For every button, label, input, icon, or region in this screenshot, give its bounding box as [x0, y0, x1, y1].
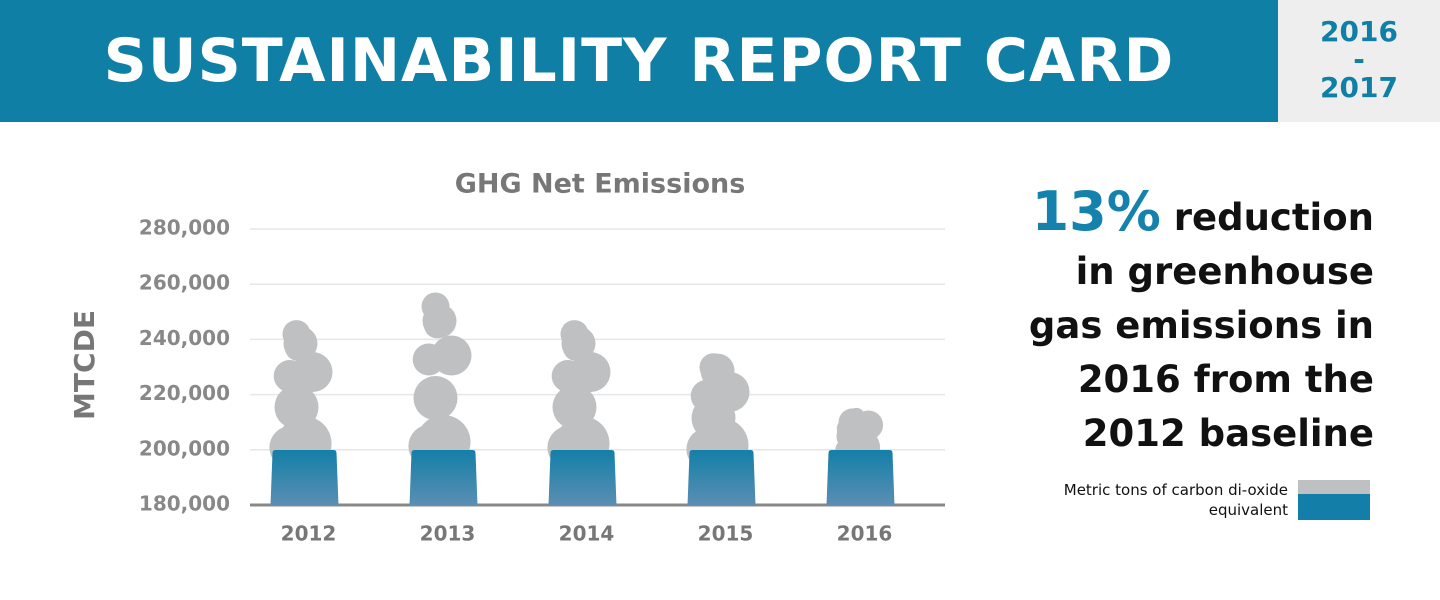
y-tick-label: 260,000 [139, 271, 230, 295]
y-tick-label: 240,000 [139, 326, 230, 350]
callout-text: reduction [1173, 196, 1374, 239]
x-tick-label: 2015 [698, 522, 754, 546]
y-tick-label: 180,000 [139, 492, 230, 516]
smoke-puff [560, 320, 589, 349]
header-title: SUSTAINABILITY REPORT CARD [0, 0, 1278, 122]
callout-line: 2016 from the [1029, 353, 1374, 407]
smoke-column [547, 320, 611, 471]
x-tick-label: 2013 [420, 522, 476, 546]
callout-line: 13% reduction [1029, 185, 1374, 245]
callout-line: in greenhouse [1029, 245, 1374, 299]
callout: 13% reduction in greenhouse gas emissions … [1029, 185, 1374, 461]
header-years: 2016 - 2017 [1278, 0, 1440, 122]
chart-title: GHG Net Emissions [455, 169, 746, 200]
smoke-puff [280, 393, 316, 429]
y-tick-label: 220,000 [139, 381, 230, 405]
x-tick-label: 2012 [281, 522, 337, 546]
callout-line: 2012 baseline [1029, 407, 1374, 461]
callout-text: in greenhouse [1075, 250, 1374, 293]
smoke-puff [419, 384, 455, 420]
callout-text: 2016 from the [1077, 358, 1374, 401]
y-tick-label: 200,000 [139, 436, 230, 460]
y-axis-label: MTCDE [68, 310, 101, 420]
year-start: 2016 [1320, 15, 1398, 48]
smoke-puff [551, 360, 584, 393]
smoke-puff [838, 408, 867, 437]
legend-label: Metric tons of carbon di-oxide equivalen… [1063, 481, 1288, 519]
chimney [826, 450, 895, 505]
smoke-puff [558, 393, 594, 429]
chimney [548, 450, 617, 505]
chart: GHG Net Emissions MTCDE 180,000 200,000 22… [68, 169, 945, 546]
smoke-puff [699, 353, 728, 382]
smoke-puff [412, 343, 445, 376]
smoke-puff [421, 292, 450, 321]
chimney [409, 450, 478, 505]
callout-line: gas emissions in [1029, 299, 1374, 353]
year-dash: - [1353, 43, 1365, 76]
legend-swatch [1298, 480, 1370, 520]
chimney [270, 450, 339, 505]
callout-text: gas emissions in [1028, 304, 1374, 347]
y-tick-label: 280,000 [139, 216, 230, 240]
smoke-puff [282, 320, 311, 349]
callout-highlight: 13% [1031, 180, 1161, 243]
smoke-puff [273, 360, 306, 393]
smoke-column [408, 292, 472, 470]
smoke-puff [697, 404, 733, 440]
chimney [687, 450, 756, 505]
callout-text: 2012 baseline [1082, 412, 1374, 455]
x-tick-label: 2014 [559, 522, 615, 546]
year-end: 2017 [1320, 71, 1398, 104]
x-tick-label: 2016 [837, 522, 893, 546]
